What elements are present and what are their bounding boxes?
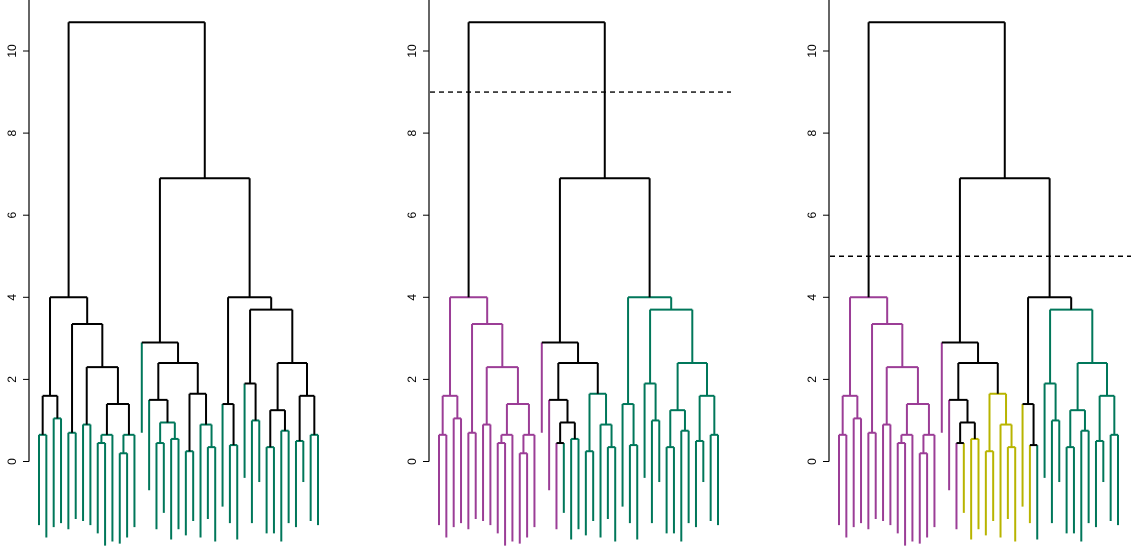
y-tick-label: 0 xyxy=(405,458,419,465)
dendrogram-panel-2: 0 2 4 6 8 10 xyxy=(405,0,731,546)
y-tick-label: 6 xyxy=(405,212,419,219)
y-tick-label: 10 xyxy=(805,44,819,58)
y-tick-label: 6 xyxy=(805,212,819,219)
y-tick-label: 8 xyxy=(5,129,19,136)
y-tick-label: 2 xyxy=(5,376,19,383)
y-tick-label: 10 xyxy=(405,44,419,58)
y-tick-label: 0 xyxy=(5,458,19,465)
y-tick-label: 8 xyxy=(805,129,819,136)
y-tick-label: 4 xyxy=(405,294,419,301)
y-tick-label: 4 xyxy=(805,294,819,301)
y-tick-label: 4 xyxy=(5,294,19,301)
dendrogram-panel-3: 0 2 4 6 8 10 xyxy=(805,0,1131,546)
y-tick-label: 2 xyxy=(805,376,819,383)
y-tick-label: 6 xyxy=(5,212,19,219)
y-tick-label: 10 xyxy=(5,44,19,58)
y-tick-label: 0 xyxy=(805,458,819,465)
dendrogram-panel-1: 0 2 4 6 8 10 xyxy=(5,0,319,546)
y-tick-label: 8 xyxy=(405,129,419,136)
y-tick-label: 2 xyxy=(405,376,419,383)
